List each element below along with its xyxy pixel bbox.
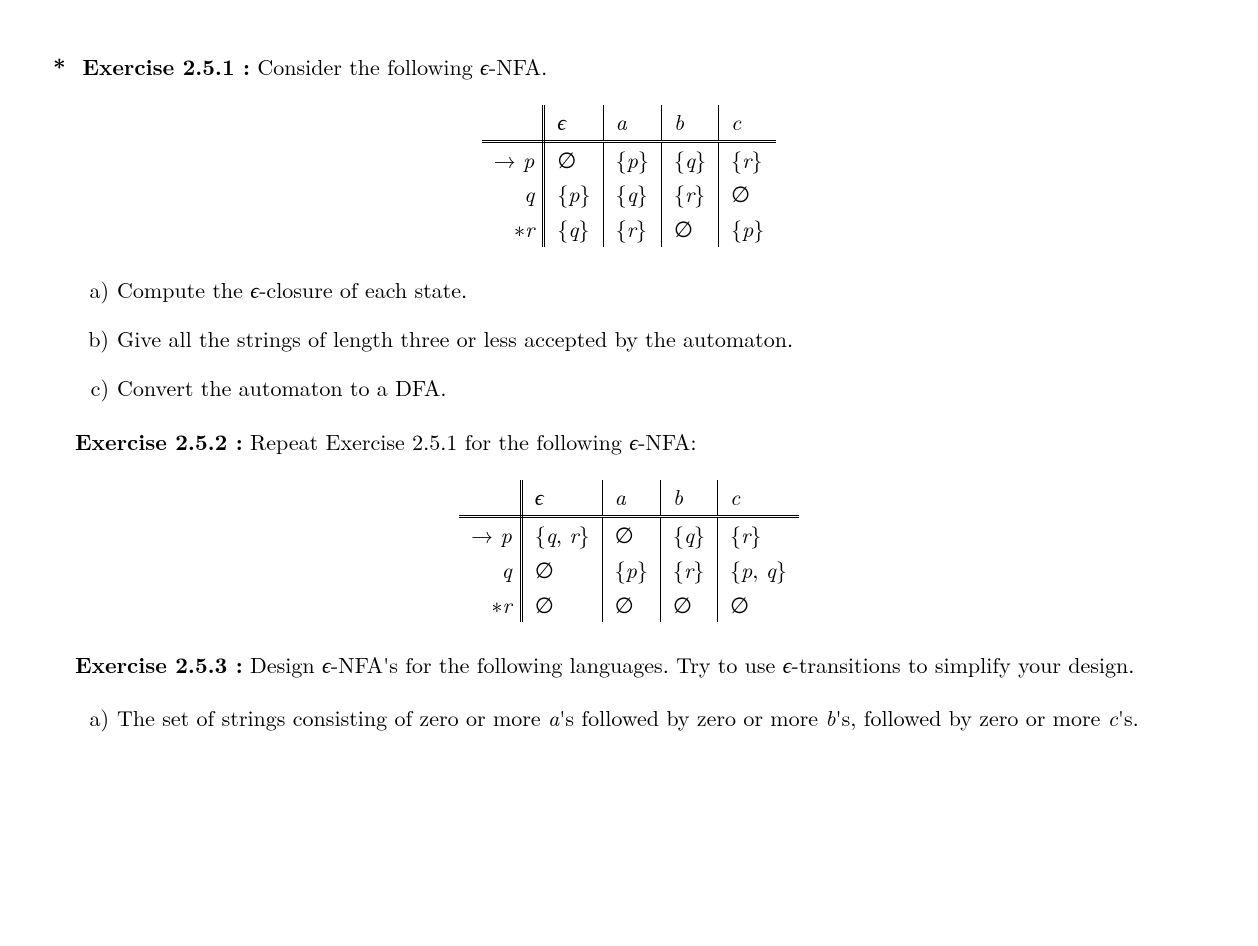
- part-text-seg2: 's followed by zero or more: [559, 702, 825, 733]
- cell: {q}: [544, 212, 603, 247]
- table-corner: [459, 480, 521, 516]
- nfa-table-2: ϵ a b c → p {q, r} ∅ {q} {r} q ∅ {p}: [459, 480, 799, 622]
- part-text-seg1: The set of strings consisting of zero or…: [117, 702, 548, 733]
- part-text: Compute the: [117, 274, 250, 305]
- exercise-label: Exercise 2.5.2 :: [75, 426, 243, 457]
- table-row: → → pp ∅ {p} {q} {r}: [482, 141, 777, 177]
- cell: {q, r}: [521, 516, 602, 552]
- part-text: Give all the strings of length three or …: [117, 323, 793, 354]
- row-label: ∗r: [459, 588, 521, 623]
- exercise-2-5-3: Exercise 2.5.3 : Design ϵ-NFA's for the …: [75, 650, 1183, 734]
- cell: ∅: [718, 588, 799, 623]
- epsilon-symbol: ϵ: [322, 649, 331, 680]
- part-c: c) Convert the automaton to a DFA.: [117, 373, 1183, 404]
- table-row: ∗r {q} {r} ∅ {p}: [482, 212, 777, 247]
- table-row: ∗r ∅ ∅ ∅ ∅: [459, 588, 799, 623]
- intro-text-after: -NFA:: [638, 426, 696, 457]
- cell: {p}: [602, 553, 660, 588]
- part-a: a) The set of strings consisting of zero…: [117, 703, 1183, 734]
- exercise-2-5-3-header: Exercise 2.5.3 : Design ϵ-NFA's for the …: [75, 650, 1183, 681]
- epsilon-symbol: ϵ: [783, 649, 792, 680]
- table-row: q ∅ {p} {r} {p, q}: [459, 553, 799, 588]
- col-header-eps: ϵ: [521, 480, 602, 516]
- row-label: → → pp: [482, 141, 544, 177]
- col-header-b: b: [661, 105, 718, 141]
- part-a: a) Compute the ϵ-closure of each state.: [117, 275, 1183, 306]
- intro-seg3: -transitions to simplify your design.: [792, 649, 1135, 680]
- exercise-2-5-1: * Exercise 2.5.1 : Consider the followin…: [75, 52, 1183, 403]
- part-marker: a): [75, 275, 109, 306]
- row-label: q: [459, 553, 521, 588]
- table-corner: [482, 105, 544, 141]
- cell: ∅: [521, 553, 602, 588]
- cell: {r}: [660, 553, 717, 588]
- exercise-2-5-1-header: * Exercise 2.5.1 : Consider the followin…: [75, 52, 1183, 83]
- row-label: q: [482, 177, 544, 212]
- cell: ∅: [660, 588, 717, 623]
- cell: {p}: [603, 141, 661, 177]
- cell: {p}: [544, 177, 603, 212]
- part-text-seg4: 's.: [1118, 702, 1139, 733]
- cell: {q}: [661, 141, 718, 177]
- cell: ∅: [602, 516, 660, 552]
- part-text: Convert the automaton to a DFA.: [117, 372, 446, 403]
- exercise-2-5-2-header: Exercise 2.5.2 : Repeat Exercise 2.5.1 f…: [75, 427, 1183, 458]
- nfa-table-2-wrap: ϵ a b c → p {q, r} ∅ {q} {r} q ∅ {p}: [75, 480, 1183, 622]
- part-marker: c): [75, 373, 109, 404]
- var-c: c: [1108, 702, 1118, 733]
- part-text-after: -closure of each state.: [259, 274, 467, 305]
- table-row: → p {q, r} ∅ {q} {r}: [459, 516, 799, 552]
- part-marker: a): [75, 703, 109, 734]
- col-header-c: c: [718, 480, 799, 516]
- cell: ∅: [544, 141, 603, 177]
- table-row: q {p} {q} {r} ∅: [482, 177, 777, 212]
- col-header-a: a: [603, 105, 661, 141]
- nfa-table-1-wrap: ϵ a b c → → pp ∅ {p} {q} {r} q {p} {q}: [75, 105, 1183, 247]
- part-marker: b): [75, 324, 109, 355]
- nfa-table-1: ϵ a b c → → pp ∅ {p} {q} {r} q {p} {q}: [482, 105, 777, 247]
- intro-text-after: -NFA.: [489, 51, 547, 82]
- row-label: ∗r: [482, 212, 544, 247]
- cell: ∅: [661, 212, 718, 247]
- cell: {q}: [603, 177, 661, 212]
- epsilon-symbol: ϵ: [480, 51, 489, 82]
- exercise-2-5-2: Exercise 2.5.2 : Repeat Exercise 2.5.1 f…: [75, 427, 1183, 622]
- row-label: → p: [459, 516, 521, 552]
- cell: {q}: [660, 516, 717, 552]
- cell: ∅: [602, 588, 660, 623]
- cell: {p}: [719, 212, 777, 247]
- cell: {r}: [719, 141, 777, 177]
- exercise-2-5-1-parts: a) Compute the ϵ-closure of each state. …: [75, 275, 1183, 403]
- epsilon-symbol: ϵ: [250, 274, 259, 305]
- cell: {r}: [718, 516, 799, 552]
- star-marker: *: [53, 52, 75, 83]
- col-header-c: c: [719, 105, 777, 141]
- col-header-b: b: [660, 480, 717, 516]
- cell: {r}: [661, 177, 718, 212]
- intro-text: Repeat Exercise 2.5.1 for the following: [250, 426, 629, 457]
- col-header-a: a: [602, 480, 660, 516]
- exercise-label: Exercise 2.5.3 :: [75, 649, 243, 680]
- cell: {p, q}: [718, 553, 799, 588]
- exercise-2-5-3-parts: a) The set of strings consisting of zero…: [75, 703, 1183, 734]
- col-header-eps: ϵ: [544, 105, 603, 141]
- intro-seg1: Design: [250, 649, 322, 680]
- var-a: a: [548, 702, 559, 733]
- var-b: b: [825, 702, 835, 733]
- cell: ∅: [521, 588, 602, 623]
- exercise-label: Exercise 2.5.1 :: [82, 51, 250, 82]
- part-b: b) Give all the strings of length three …: [117, 324, 1183, 355]
- cell: {r}: [603, 212, 661, 247]
- cell: ∅: [719, 177, 777, 212]
- intro-seg2: -NFA's for the following languages. Try …: [331, 649, 783, 680]
- intro-text: Consider the following: [257, 51, 480, 82]
- epsilon-symbol: ϵ: [629, 426, 638, 457]
- part-text-seg3: 's, followed by zero or more: [835, 702, 1107, 733]
